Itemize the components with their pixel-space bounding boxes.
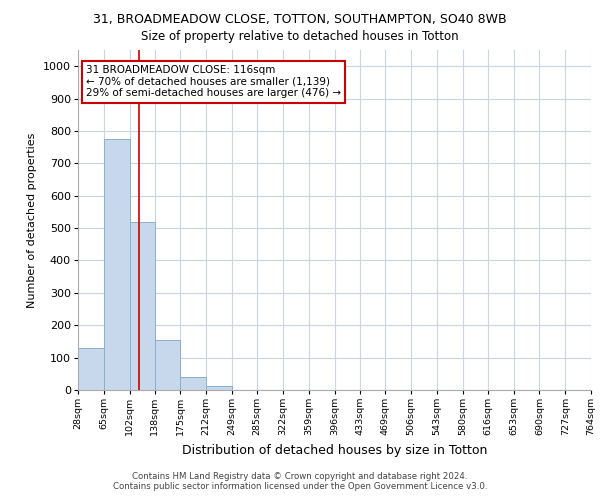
Bar [206,386,232,390]
Bar [130,222,155,390]
Bar [78,348,104,390]
X-axis label: Distribution of detached houses by size in Totton: Distribution of detached houses by size … [182,444,487,457]
Text: Size of property relative to detached houses in Totton: Size of property relative to detached ho… [141,30,459,43]
Bar [104,139,130,390]
Bar [181,377,206,390]
Text: 31 BROADMEADOW CLOSE: 116sqm
← 70% of detached houses are smaller (1,139)
29% of: 31 BROADMEADOW CLOSE: 116sqm ← 70% of de… [86,66,341,98]
Text: Contains HM Land Registry data © Crown copyright and database right 2024.: Contains HM Land Registry data © Crown c… [132,472,468,481]
Text: Contains public sector information licensed under the Open Government Licence v3: Contains public sector information licen… [113,482,487,491]
Y-axis label: Number of detached properties: Number of detached properties [28,132,38,308]
Bar [155,340,181,390]
Text: 31, BROADMEADOW CLOSE, TOTTON, SOUTHAMPTON, SO40 8WB: 31, BROADMEADOW CLOSE, TOTTON, SOUTHAMPT… [93,12,507,26]
